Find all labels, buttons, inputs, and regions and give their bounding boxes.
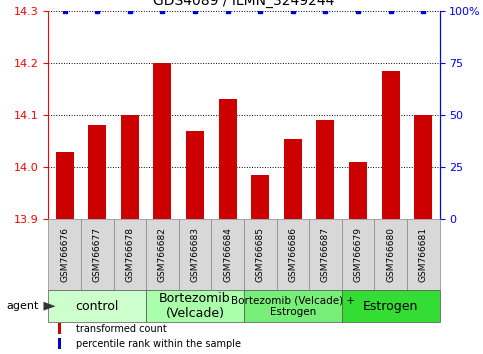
Text: agent: agent (6, 301, 39, 311)
Point (256, 8, 264, 13)
Point (93, 8, 101, 13)
Text: percentile rank within the sample: percentile rank within the sample (76, 339, 241, 349)
FancyBboxPatch shape (276, 219, 309, 290)
Bar (251, 175, 269, 219)
Bar (382, 71, 399, 219)
FancyBboxPatch shape (146, 219, 179, 290)
Bar (88, 125, 106, 219)
Point (158, 8, 166, 13)
Bar (284, 138, 302, 219)
Text: GSM766682: GSM766682 (158, 227, 167, 282)
Text: GSM766677: GSM766677 (93, 227, 102, 282)
Text: GSM766687: GSM766687 (321, 227, 330, 282)
Bar (121, 115, 139, 219)
Text: GSM766683: GSM766683 (190, 227, 199, 282)
FancyBboxPatch shape (244, 290, 342, 322)
Point (354, 8, 362, 13)
Bar (414, 115, 432, 219)
Text: transformed count: transformed count (76, 324, 167, 334)
FancyBboxPatch shape (244, 219, 276, 290)
Text: GSM766686: GSM766686 (288, 227, 298, 282)
FancyBboxPatch shape (342, 219, 374, 290)
Bar (154, 63, 171, 219)
Text: GSM766678: GSM766678 (125, 227, 134, 282)
Text: GSM766680: GSM766680 (386, 227, 395, 282)
Point (224, 8, 231, 13)
Point (289, 8, 297, 13)
FancyBboxPatch shape (48, 290, 146, 322)
FancyBboxPatch shape (179, 219, 212, 290)
Point (387, 8, 395, 13)
Text: Bortezomib
(Velcade): Bortezomib (Velcade) (159, 292, 231, 320)
FancyBboxPatch shape (374, 219, 407, 290)
Text: GSM766685: GSM766685 (256, 227, 265, 282)
Point (322, 8, 329, 13)
Bar (219, 99, 237, 219)
Bar (316, 120, 334, 219)
Text: GSM766684: GSM766684 (223, 227, 232, 282)
Bar (56, 152, 73, 219)
Point (191, 8, 199, 13)
FancyBboxPatch shape (342, 290, 440, 322)
FancyBboxPatch shape (146, 290, 244, 322)
Point (126, 8, 134, 13)
Text: GSM766676: GSM766676 (60, 227, 69, 282)
Title: GDS4089 / ILMN_3249244: GDS4089 / ILMN_3249244 (153, 0, 335, 8)
FancyBboxPatch shape (81, 219, 114, 290)
Bar (349, 162, 367, 219)
Text: GSM766679: GSM766679 (354, 227, 363, 282)
Point (61, 8, 69, 13)
FancyBboxPatch shape (309, 219, 342, 290)
FancyBboxPatch shape (407, 219, 440, 290)
FancyBboxPatch shape (48, 219, 81, 290)
Bar (58, 338, 61, 349)
Text: GSM766681: GSM766681 (419, 227, 428, 282)
Text: Estrogen: Estrogen (363, 300, 418, 313)
Text: Bortezomib (Velcade) +
Estrogen: Bortezomib (Velcade) + Estrogen (231, 295, 355, 317)
FancyBboxPatch shape (212, 219, 244, 290)
Bar (58, 323, 61, 334)
Bar (186, 131, 204, 219)
Point (419, 8, 427, 13)
FancyBboxPatch shape (114, 219, 146, 290)
Text: control: control (75, 300, 119, 313)
